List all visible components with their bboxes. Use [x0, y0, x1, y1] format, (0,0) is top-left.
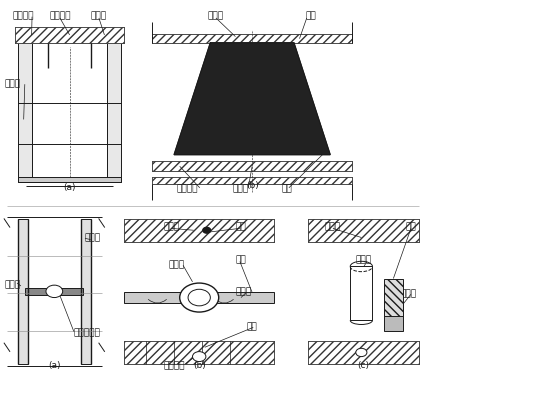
- Text: 圆钉: 圆钉: [235, 222, 246, 231]
- Bar: [384, 302, 403, 331]
- Bar: [124, 219, 274, 241]
- Text: 固定木条: 固定木条: [12, 11, 34, 20]
- Text: 孔模板: 孔模板: [355, 256, 371, 265]
- Polygon shape: [174, 43, 330, 155]
- Text: 钢模板: 钢模板: [400, 289, 417, 298]
- Text: (b): (b): [246, 181, 259, 190]
- Text: 圆钉固定: 圆钉固定: [49, 11, 71, 20]
- Circle shape: [203, 227, 211, 233]
- Bar: [18, 43, 32, 181]
- Text: 孔模板: 孔模板: [169, 260, 185, 269]
- Bar: [15, 27, 124, 43]
- Circle shape: [46, 285, 63, 298]
- Text: 木螺丝: 木螺丝: [235, 287, 251, 296]
- Bar: [124, 341, 274, 364]
- Bar: [152, 161, 352, 171]
- Text: 钢筋井字架: 钢筋井字架: [74, 328, 101, 337]
- Text: 木楔: 木楔: [235, 256, 246, 265]
- Bar: [25, 288, 83, 295]
- Text: 钢模板: 钢模板: [4, 80, 20, 89]
- Bar: [350, 266, 372, 320]
- Bar: [15, 27, 124, 43]
- Text: 结构钢筋: 结构钢筋: [177, 184, 198, 193]
- Text: 木块: 木块: [406, 222, 417, 231]
- Bar: [81, 219, 91, 364]
- Bar: [308, 219, 419, 241]
- Text: 铁丝: 铁丝: [246, 322, 257, 331]
- Text: 预埋件: 预埋件: [208, 11, 224, 20]
- Bar: [108, 43, 121, 181]
- Bar: [152, 34, 352, 43]
- Text: 锚脚: 锚脚: [305, 11, 316, 20]
- Text: 墙模板: 墙模板: [85, 233, 101, 242]
- Bar: [18, 177, 121, 181]
- Bar: [124, 219, 274, 241]
- Bar: [152, 177, 352, 183]
- Text: (b): (b): [193, 362, 206, 370]
- Bar: [124, 341, 274, 364]
- Text: 钢模板: 钢模板: [232, 184, 249, 193]
- Circle shape: [188, 289, 211, 306]
- Bar: [384, 279, 403, 316]
- Bar: [308, 341, 419, 364]
- Bar: [152, 177, 352, 183]
- Text: 底模钢榻: 底模钢榻: [164, 362, 185, 370]
- Text: (a): (a): [63, 183, 76, 192]
- Bar: [152, 161, 352, 171]
- Circle shape: [193, 352, 206, 362]
- Bar: [308, 219, 419, 241]
- Bar: [18, 219, 28, 364]
- Text: 焊接: 焊接: [282, 184, 292, 193]
- Bar: [32, 43, 108, 181]
- Text: (a): (a): [48, 362, 60, 370]
- Text: 孔模板: 孔模板: [325, 222, 341, 231]
- Text: 孔模板: 孔模板: [4, 281, 20, 290]
- Circle shape: [180, 283, 219, 312]
- Text: 预埋件: 预埋件: [90, 11, 106, 20]
- Bar: [308, 341, 419, 364]
- Text: 孔模板: 孔模板: [164, 222, 179, 231]
- Bar: [124, 292, 274, 303]
- Text: (c): (c): [358, 362, 370, 370]
- Bar: [152, 34, 352, 43]
- Circle shape: [356, 348, 367, 357]
